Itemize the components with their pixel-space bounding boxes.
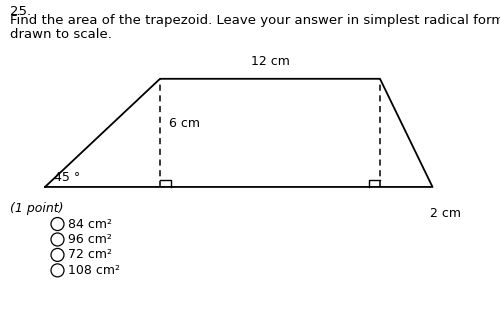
Text: 96 cm²: 96 cm²: [68, 233, 112, 246]
Text: 108 cm²: 108 cm²: [68, 264, 120, 277]
Text: 25.: 25.: [10, 5, 31, 18]
Text: 12 cm: 12 cm: [250, 55, 290, 68]
Text: 72 cm²: 72 cm²: [68, 248, 112, 261]
Text: 2 cm: 2 cm: [430, 207, 461, 220]
Text: 6 cm: 6 cm: [169, 117, 200, 130]
Text: Find the area of the trapezoid. Leave your answer in simplest radical form. The : Find the area of the trapezoid. Leave yo…: [10, 14, 500, 27]
Text: (1 point): (1 point): [10, 202, 64, 215]
Text: 45 °: 45 °: [54, 171, 80, 184]
Text: 84 cm²: 84 cm²: [68, 218, 112, 231]
Text: drawn to scale.: drawn to scale.: [10, 28, 112, 41]
